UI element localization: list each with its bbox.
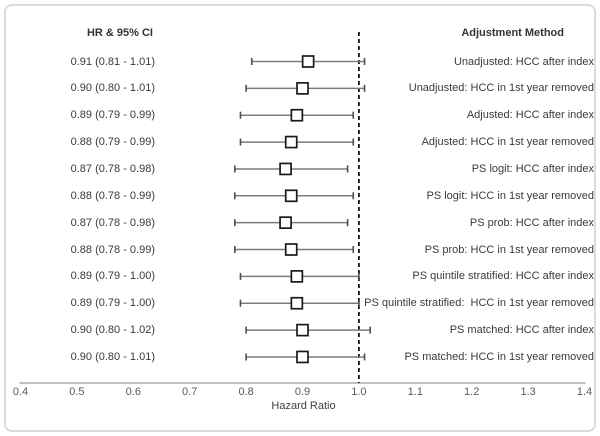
x-tick-label: 0.7 xyxy=(182,386,198,398)
hr-marker xyxy=(296,323,309,337)
x-tick-label: 0.8 xyxy=(238,386,254,398)
method-label: Adjusted: HCC in 1st year removed xyxy=(421,136,594,149)
method-label: Adjusted: HCC after index xyxy=(466,109,594,122)
ci-value: 0.89 (0.79 - 0.99) xyxy=(70,109,155,122)
ci-value: 0.87 (0.78 - 0.98) xyxy=(70,216,155,229)
hr-marker xyxy=(284,135,298,149)
ci-value: 0.88 (0.78 - 0.99) xyxy=(70,243,155,256)
method-label: PS logit: HCC after index xyxy=(471,162,594,175)
ci-value: 0.89 (0.79 - 1.00) xyxy=(70,270,155,283)
x-tick-label: 0.5 xyxy=(69,386,85,398)
hr-marker xyxy=(279,216,292,230)
hr-marker xyxy=(296,350,309,364)
method-label: PS prob: HCC after index xyxy=(469,216,594,229)
x-tick-label: 0.6 xyxy=(125,386,141,398)
ci-value: 0.90 (0.80 - 1.02) xyxy=(70,324,155,337)
ci-column-header: HR & 95% CI xyxy=(86,27,153,39)
hr-marker xyxy=(301,55,315,68)
ci-value: 0.90 (0.80 - 1.01) xyxy=(70,350,155,363)
x-tick-label: 0.9 xyxy=(294,386,311,398)
ci-value: 0.88 (0.78 - 0.99) xyxy=(70,189,155,202)
method-label: Unadjusted: HCC after index xyxy=(453,55,594,68)
method-label: PS matched: HCC after index xyxy=(449,324,594,337)
x-tick-label: 1.0 xyxy=(351,386,367,398)
method-label: PS prob: HCC in 1st year removed xyxy=(424,243,594,256)
x-tick-label: 1.4 xyxy=(576,386,593,398)
ci-value: 0.87 (0.78 - 0.98) xyxy=(70,162,155,175)
x-axis-title: Hazard Ratio xyxy=(271,400,336,412)
ci-value: 0.90 (0.80 - 1.01) xyxy=(70,82,155,95)
method-label: Unadjusted: HCC in 1st year removed xyxy=(408,82,594,95)
ci-value: 0.89 (0.79 - 1.00) xyxy=(70,297,155,310)
method-label: PS logit: HCC in 1st year removed xyxy=(426,189,594,202)
ci-value: 0.91 (0.81 - 1.01) xyxy=(70,55,155,68)
x-tick-label: 0.4 xyxy=(12,386,29,398)
method-column-header: Adjustment Method xyxy=(461,27,564,39)
method-label: PS quintile stratified: HCC in 1st year … xyxy=(364,297,594,310)
hr-marker xyxy=(290,296,304,310)
hr-marker xyxy=(279,162,292,176)
x-tick-label: 1.3 xyxy=(520,386,536,398)
hr-marker xyxy=(290,270,304,283)
hr-marker xyxy=(284,243,298,256)
x-tick-label: 1.2 xyxy=(464,386,480,398)
ci-value: 0.88 (0.79 - 0.99) xyxy=(70,136,155,149)
hr-marker xyxy=(284,189,298,203)
hr-marker xyxy=(296,82,309,95)
x-tick-label: 1.1 xyxy=(407,386,423,398)
method-label: PS matched: HCC in 1st year removed xyxy=(404,350,594,363)
hr-marker xyxy=(290,108,304,122)
method-label: PS quintile stratified: HCC after index xyxy=(412,270,594,283)
